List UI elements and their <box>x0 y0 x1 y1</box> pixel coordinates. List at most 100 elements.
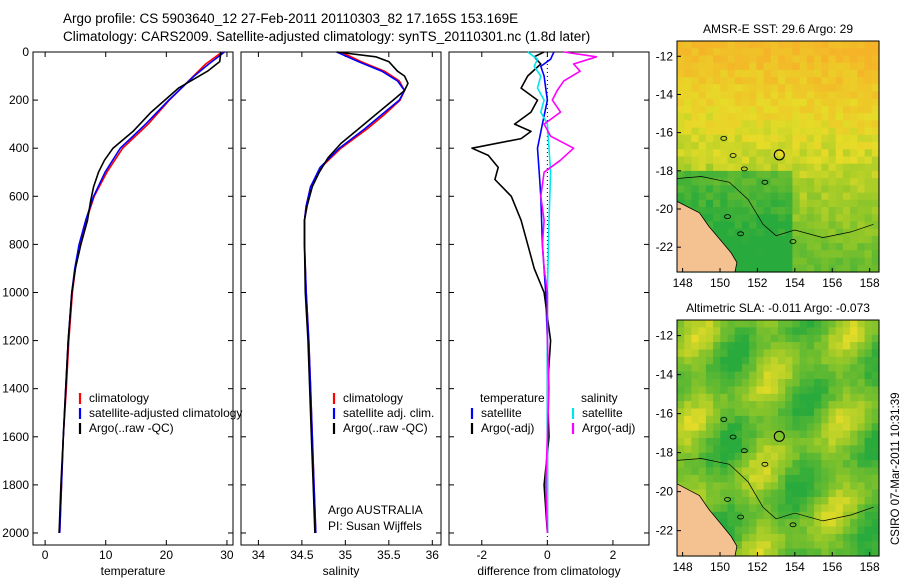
map-cell <box>677 327 685 336</box>
map-cell <box>705 430 714 439</box>
map-cell <box>806 113 815 121</box>
map-cell <box>785 386 793 395</box>
map-cell <box>864 264 873 273</box>
map-cell <box>871 41 880 49</box>
map-cell <box>770 127 779 136</box>
map-cell <box>749 98 757 107</box>
map-cell <box>778 199 786 208</box>
map-cell <box>835 356 844 365</box>
map-cell <box>720 149 729 158</box>
map-cell <box>871 62 880 71</box>
map-cell <box>806 156 815 165</box>
map-cell <box>705 149 714 158</box>
map-cell <box>821 170 830 179</box>
map-cell <box>756 445 765 454</box>
map-cell <box>720 69 729 78</box>
map-cell <box>857 62 866 71</box>
map-cell <box>799 320 808 328</box>
map-cell <box>756 264 765 273</box>
map-cell <box>720 364 729 373</box>
map-cell <box>778 533 786 542</box>
map-cell <box>828 113 837 121</box>
map-cell <box>864 489 873 498</box>
map-cell <box>828 235 837 244</box>
map-cell <box>756 41 765 49</box>
map-cell <box>814 48 822 56</box>
map-cell <box>842 467 851 476</box>
map-cell <box>741 127 750 136</box>
map-cell <box>705 474 714 483</box>
map-cell <box>821 548 830 557</box>
map-cell <box>749 349 757 358</box>
map-cell <box>835 214 844 223</box>
map-cell <box>741 264 750 273</box>
map-cell <box>770 62 779 71</box>
map-cell <box>799 474 808 483</box>
map-cell <box>778 257 786 266</box>
map-cell <box>770 55 779 64</box>
map-cell <box>785 178 793 186</box>
map-cell <box>799 408 808 417</box>
map-cell <box>799 113 808 121</box>
map-cell <box>814 84 822 93</box>
map-cell <box>734 48 743 56</box>
map-cell <box>857 342 866 351</box>
map-cell <box>842 519 851 528</box>
map-cell <box>864 356 873 365</box>
map-cell <box>821 120 830 129</box>
map-cell <box>871 235 880 244</box>
map-cell <box>720 320 729 328</box>
map-cell <box>828 221 837 230</box>
map-cell <box>814 526 822 535</box>
map-cell <box>792 489 801 498</box>
map-cell <box>749 163 757 172</box>
map-cell <box>713 452 721 461</box>
map-cell <box>691 142 700 150</box>
map-cell <box>806 134 815 143</box>
reef-outline <box>720 417 728 422</box>
map-cell <box>814 415 822 424</box>
map-cell <box>720 84 729 93</box>
map-cell <box>763 235 772 244</box>
map-cell <box>864 320 873 328</box>
map-cell <box>857 84 866 93</box>
map-cell <box>828 98 837 107</box>
map-cell <box>727 408 736 417</box>
map-cell <box>871 474 880 483</box>
map-cell <box>835 504 844 513</box>
map-cell <box>741 526 750 535</box>
map-cell <box>727 452 736 461</box>
map-cell <box>741 474 750 483</box>
map-cell <box>850 55 858 64</box>
map-cell <box>857 474 866 483</box>
map-cell <box>720 106 729 114</box>
map-cell <box>705 192 714 201</box>
map-cell <box>785 371 793 380</box>
map-cell <box>821 149 830 158</box>
map-cell <box>727 497 736 505</box>
map-cell <box>770 91 779 100</box>
map-cell <box>734 113 743 121</box>
map-cell <box>850 526 858 535</box>
x-tick-label: 34.5 <box>290 548 314 562</box>
map-cell <box>778 423 786 432</box>
map-cell <box>720 98 729 107</box>
map-cell <box>835 170 844 179</box>
map-cell <box>770 526 779 535</box>
map-cell <box>677 460 685 469</box>
map-cell <box>850 504 858 513</box>
map-cell <box>684 430 692 439</box>
map-cell <box>720 62 729 71</box>
map-cell <box>756 320 765 328</box>
map-cell <box>821 77 830 85</box>
map-cell <box>720 55 729 64</box>
map-cell <box>770 69 779 78</box>
map-cell <box>770 257 779 266</box>
map-cell <box>857 423 866 432</box>
map-cell <box>842 142 851 150</box>
map-cell <box>734 77 743 85</box>
map-cell <box>756 69 765 78</box>
map-cell <box>684 69 692 78</box>
map-cell <box>842 482 851 491</box>
